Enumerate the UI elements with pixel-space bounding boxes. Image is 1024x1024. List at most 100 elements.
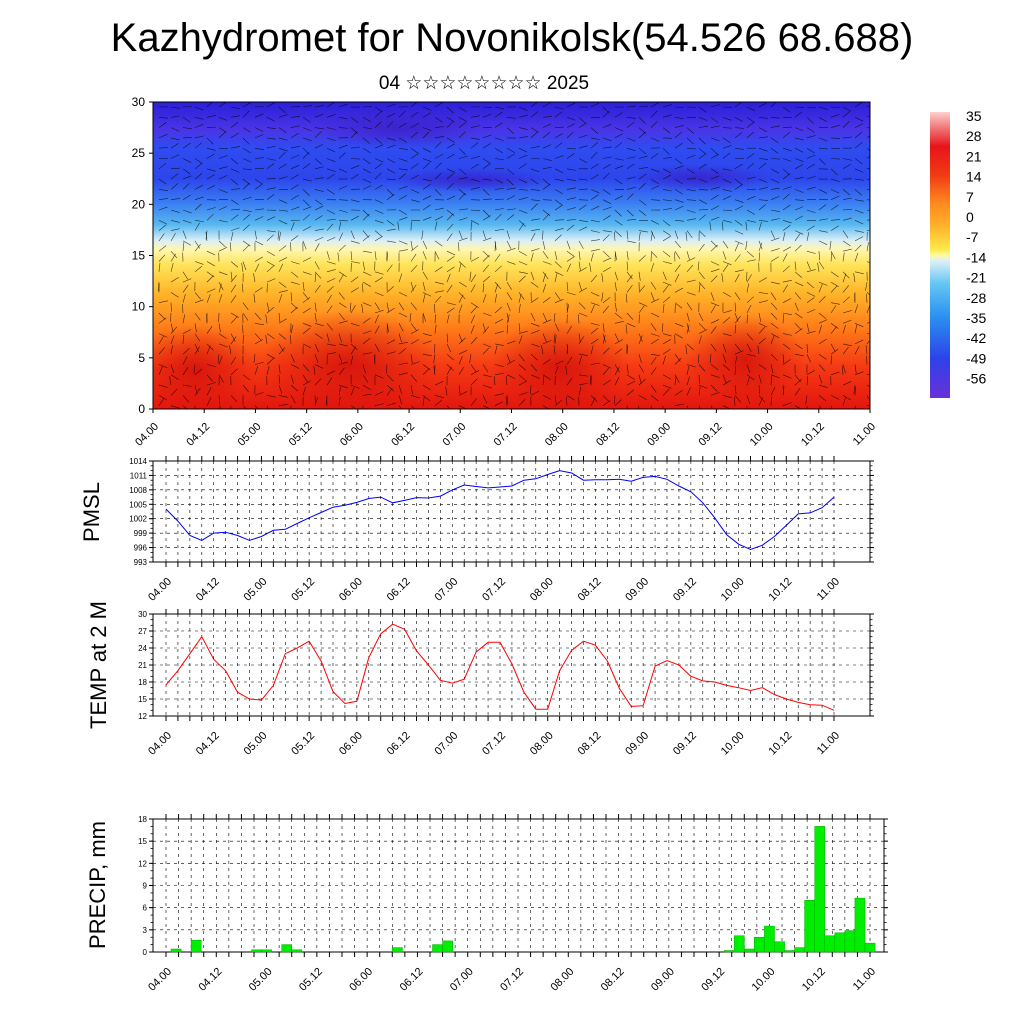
ytick-label: 993 [134,558,148,567]
wind-barb [542,395,552,400]
wind-barb [158,134,168,139]
colorbar-label: 35 [966,108,982,124]
wind-barb [230,168,240,173]
wind-barb [266,395,276,398]
wind-barb [662,339,671,345]
wind-barb [674,189,683,195]
wind-barb [218,131,226,139]
wind-barb [338,168,348,173]
wind-barb [602,110,610,118]
wind-barb [386,252,388,262]
wind-barb [422,112,431,118]
wind-barb [722,374,727,384]
wind-barb [446,405,451,409]
wind-barb [482,264,490,272]
wind-barb [314,397,318,406]
wind-barb [601,292,604,302]
wind-barb [830,178,840,182]
wind-barb [602,230,612,233]
wind-barb [542,333,547,343]
wind-barb [350,230,355,240]
wind-barb [410,122,420,128]
wind-barb [842,189,851,196]
wind-barb [770,374,780,379]
wind-barb [170,106,180,109]
wind-barb [518,304,521,314]
wind-barb [422,384,431,391]
wind-barb [734,132,743,139]
wind-barb [842,273,847,283]
wind-barb [398,292,408,297]
wind-barb [794,137,804,141]
wind-barb [506,359,516,365]
wind-barb [422,312,427,322]
wind-barb [374,172,382,180]
wind-barb [806,117,814,124]
wind-barb [290,174,299,180]
wind-barb [470,306,478,314]
wind-barb [314,215,323,221]
wind-barb [542,144,552,149]
xtick-label: 06.00 [337,730,365,758]
wind-barb [266,230,276,233]
wind-barb [578,282,582,291]
wind-barb [446,213,454,221]
wind-barb [230,158,239,165]
wind-barb [409,312,412,322]
wind-barb [398,372,408,376]
wind-barb [830,271,839,278]
wind-barb [782,246,792,252]
wind-barb [733,396,736,406]
wind-barb [686,312,690,322]
wind-barb [410,174,420,180]
wind-barb [866,293,868,303]
wind-barb [470,325,475,334]
wind-barb [686,147,696,150]
wind-barb [422,333,432,337]
wind-barb [830,147,841,150]
wind-barb [230,295,237,303]
wind-barb [278,176,288,180]
wind-barb [542,374,551,380]
ytick-label: 15 [138,695,147,704]
wind-barb [386,144,396,149]
wind-barb [626,380,636,386]
wind-barb [626,240,636,243]
wind-barb [182,284,189,293]
wind-barb [206,250,216,256]
wind-barb [482,198,492,200]
wind-barb [674,251,681,259]
wind-barb [494,345,498,355]
wind-barb [818,338,827,345]
wind-barb [338,152,346,159]
wind-barb [254,134,264,139]
colorbar-label: -28 [966,290,986,306]
wind-barb [554,334,557,344]
wind-barb [698,137,706,145]
wind-barb [182,220,192,224]
wind-barb [410,361,420,365]
wind-barb [254,287,263,293]
wind-barb [698,405,701,409]
wind-barb [218,294,223,303]
wind-barb [722,137,731,144]
wind-barb [806,281,815,289]
xtick-label: 06.12 [385,730,413,758]
wind-barb [446,273,451,283]
wind-barb [482,384,492,389]
xtick-label: 05.00 [247,966,275,994]
wind-barb [818,218,828,221]
xtick-label: 08.12 [576,576,604,604]
wind-barb [182,242,185,252]
wind-barb [674,178,683,185]
wind-barb [818,281,828,286]
wind-barb [578,382,588,386]
wind-barb [866,168,870,170]
wind-barb [566,240,571,250]
wind-barb [518,374,526,381]
wind-barb [746,250,754,258]
wind-barb [266,127,276,129]
wind-barb [314,105,324,108]
chart-title: Kazhydromet for Novonikolsk(54.526 68.68… [110,16,914,60]
wind-barb [254,366,259,375]
